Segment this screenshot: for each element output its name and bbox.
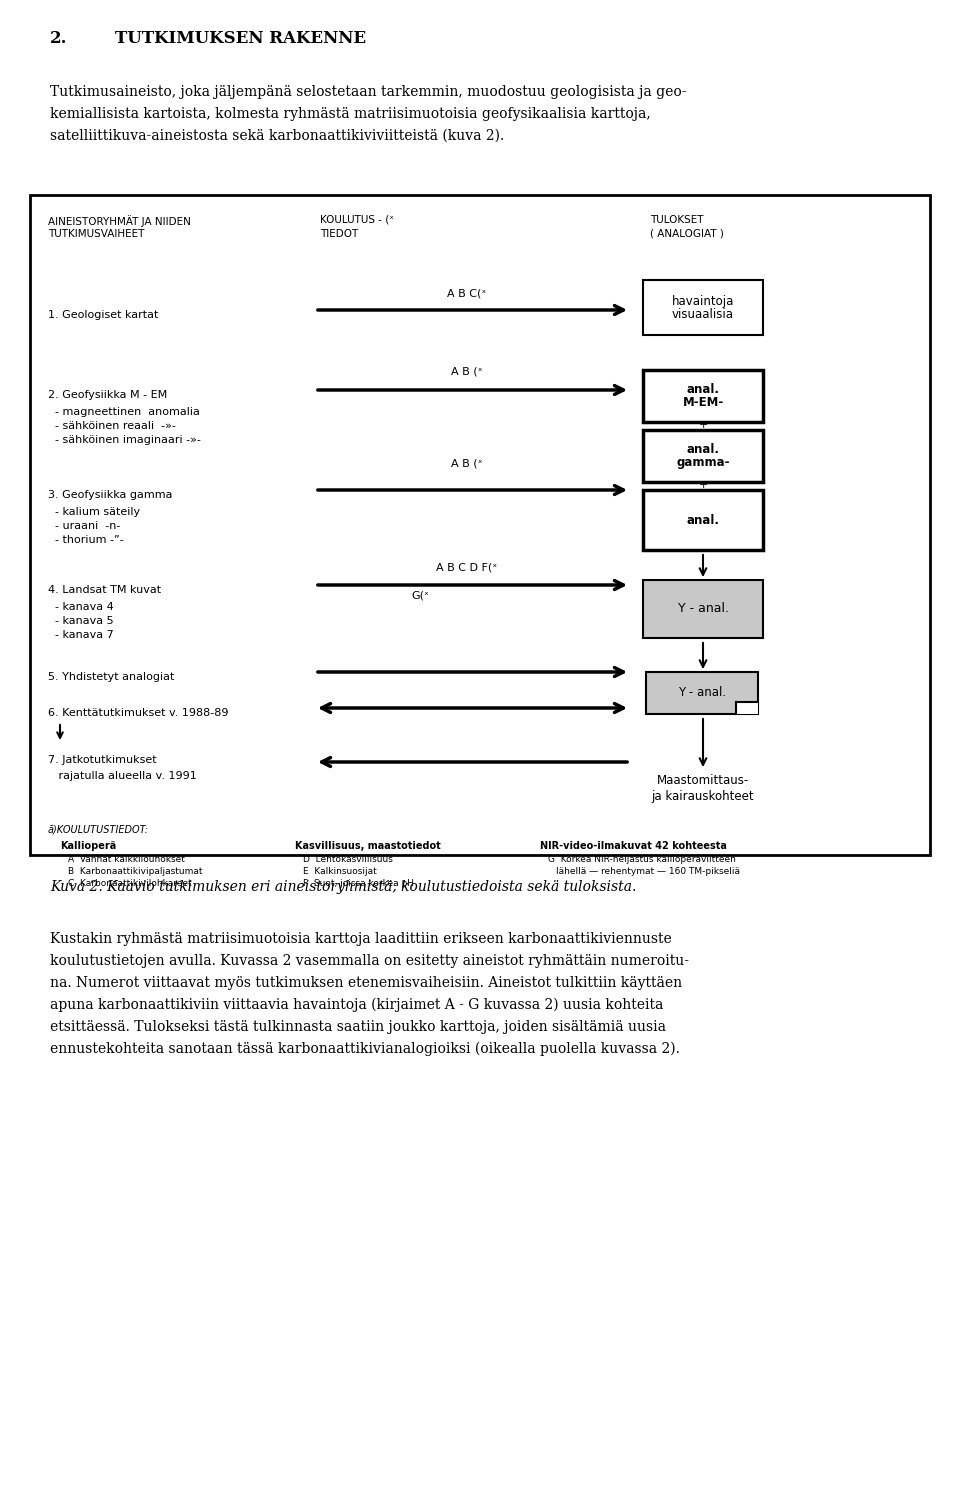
Text: D  Lehtokasvillisuus: D Lehtokasvillisuus	[303, 855, 393, 864]
Bar	[643, 430, 763, 482]
Text: gamma-: gamma-	[676, 455, 730, 469]
Text: A B C D F(ˣ: A B C D F(ˣ	[437, 563, 497, 574]
Bar	[646, 673, 758, 715]
Text: TUTKIMUKSEN RAKENNE: TUTKIMUKSEN RAKENNE	[115, 30, 366, 46]
Text: Kustakin ryhmästä matriisimuotoisia karttoja laadittiin erikseen karbonaattikivi: Kustakin ryhmästä matriisimuotoisia kart…	[50, 932, 672, 947]
Text: A B C(ˣ: A B C(ˣ	[447, 288, 487, 298]
Text: 1. Geologiset kartat: 1. Geologiset kartat	[48, 310, 158, 321]
Text: 7. Jatkotutkimukset: 7. Jatkotutkimukset	[48, 755, 156, 765]
Text: F  Suot, joissa korkea pH: F Suot, joissa korkea pH	[303, 879, 414, 888]
Bar	[643, 490, 763, 550]
Text: 5. Yhdistetyt analogiat: 5. Yhdistetyt analogiat	[48, 673, 175, 682]
Text: E  Kalkinsuosijat: E Kalkinsuosijat	[303, 867, 376, 876]
Text: - kanava 4: - kanava 4	[48, 602, 113, 613]
Text: M-EM-: M-EM-	[683, 395, 724, 409]
Text: 2.: 2.	[50, 30, 67, 46]
Text: Y - anal.: Y - anal.	[678, 686, 726, 700]
Text: ennustekohteita sanotaan tässä karbonaattikivianalogioiksi (oikealla puolella ku: ennustekohteita sanotaan tässä karbonaat…	[50, 1043, 680, 1056]
Text: TIEDOT: TIEDOT	[320, 229, 358, 240]
Text: ã)KOULUTUSTIEDOT:: ã)KOULUTUSTIEDOT:	[48, 825, 149, 834]
Text: Kasvillisuus, maastotiedot: Kasvillisuus, maastotiedot	[295, 840, 441, 851]
Text: Kuva 2. Kaavio tutkimuksen eri aineistoryhmistä, koulutustiedoista sekä tuloksis: Kuva 2. Kaavio tutkimuksen eri aineistor…	[50, 879, 636, 894]
Text: - kalium säteily: - kalium säteily	[48, 506, 140, 517]
Text: - uraani  -n-: - uraani -n-	[48, 521, 120, 530]
Bar	[736, 703, 758, 715]
Text: etsittäessä. Tulokseksi tästä tulkinnasta saatiin joukko karttoja, joiden sisält: etsittäessä. Tulokseksi tästä tulkinnast…	[50, 1020, 666, 1034]
Text: - sähköinen reaali  -»-: - sähköinen reaali -»-	[48, 421, 176, 431]
Text: A  Vanhat kalkkilouhokset: A Vanhat kalkkilouhokset	[68, 855, 185, 864]
Text: ( ANALOGIAT ): ( ANALOGIAT )	[650, 229, 724, 240]
Text: - magneettinen  anomalia: - magneettinen anomalia	[48, 407, 200, 416]
Text: anal.: anal.	[686, 443, 719, 455]
Text: havaintoja: havaintoja	[672, 295, 734, 307]
Text: anal.: anal.	[686, 383, 719, 395]
Text: G(ˣ: G(ˣ	[411, 592, 429, 601]
Text: anal.: anal.	[686, 514, 719, 526]
Text: na. Numerot viittaavat myös tutkimuksen etenemisvaiheisiin. Aineistot tulkittiin: na. Numerot viittaavat myös tutkimuksen …	[50, 977, 683, 990]
Bar	[643, 580, 763, 638]
Text: AINEISTORYHMÄT JA NIIDEN: AINEISTORYHMÄT JA NIIDEN	[48, 216, 191, 226]
Text: NIR-video-ilmakuvat 42 kohteesta: NIR-video-ilmakuvat 42 kohteesta	[540, 840, 727, 851]
Text: G  Korkea NIR-heijastus kallioperäviitteen: G Korkea NIR-heijastus kallioperäviittee…	[548, 855, 736, 864]
Text: 4. Landsat TM kuvat: 4. Landsat TM kuvat	[48, 586, 161, 595]
Text: - thorium -”-: - thorium -”-	[48, 535, 124, 545]
Text: TULOKSET: TULOKSET	[650, 216, 704, 225]
Text: TUTKIMUSVAIHEET: TUTKIMUSVAIHEET	[48, 229, 144, 240]
Text: A B (ˣ: A B (ˣ	[451, 366, 483, 376]
Text: A B (ˣ: A B (ˣ	[451, 458, 483, 467]
Text: rajatulla alueella v. 1991: rajatulla alueella v. 1991	[48, 771, 197, 780]
Text: apuna karbonaattikiviin viittaavia havaintoja (kirjaimet A - G kuvassa 2) uusia : apuna karbonaattikiviin viittaavia havai…	[50, 998, 663, 1013]
Text: 3. Geofysiikka gamma: 3. Geofysiikka gamma	[48, 490, 173, 500]
Text: C  Karbonaattikivilohkareet: C Karbonaattikivilohkareet	[68, 879, 192, 888]
Bar	[643, 370, 763, 422]
Bar	[643, 280, 763, 336]
Text: kemiallisista kartoista, kolmesta ryhmästä matriisimuotoisia geofysikaalisia kar: kemiallisista kartoista, kolmesta ryhmäs…	[50, 106, 651, 121]
Bar	[30, 195, 930, 855]
Text: - kanava 5: - kanava 5	[48, 616, 113, 626]
Text: - kanava 7: - kanava 7	[48, 631, 113, 640]
Text: KOULUTUS - (ˣ: KOULUTUS - (ˣ	[320, 216, 394, 225]
Text: Tutkimusaineisto, joka jäljempänä selostetaan tarkemmin, muodostuu geologisista : Tutkimusaineisto, joka jäljempänä selost…	[50, 85, 686, 99]
Text: Y - anal.: Y - anal.	[678, 602, 729, 616]
Text: Kallioperä: Kallioperä	[60, 840, 116, 851]
Text: 2. Geofysiikka M - EM: 2. Geofysiikka M - EM	[48, 389, 167, 400]
Text: satelliittikuva-aineistosta sekä karbonaattikiviviitteistä (kuva 2).: satelliittikuva-aineistosta sekä karbona…	[50, 129, 504, 142]
Text: koulutustietojen avulla. Kuvassa 2 vasemmalla on esitetty aineistot ryhmättäin n: koulutustietojen avulla. Kuvassa 2 vasem…	[50, 954, 689, 968]
Text: lähellä — rehentymat — 160 TM-pikseliä: lähellä — rehentymat — 160 TM-pikseliä	[556, 867, 740, 876]
Text: ja kairauskohteet: ja kairauskohteet	[652, 789, 755, 803]
Text: - sähköinen imaginaari -»-: - sähköinen imaginaari -»-	[48, 434, 201, 445]
Text: +: +	[698, 419, 708, 430]
Text: B  Karbonaattikivipaljastumat: B Karbonaattikivipaljastumat	[68, 867, 203, 876]
Text: 6. Kenttätutkimukset v. 1988-89: 6. Kenttätutkimukset v. 1988-89	[48, 709, 228, 718]
Text: Maastomittaus-: Maastomittaus-	[657, 774, 749, 786]
Text: +: +	[698, 479, 708, 490]
Text: visuaalisia: visuaalisia	[672, 307, 734, 321]
